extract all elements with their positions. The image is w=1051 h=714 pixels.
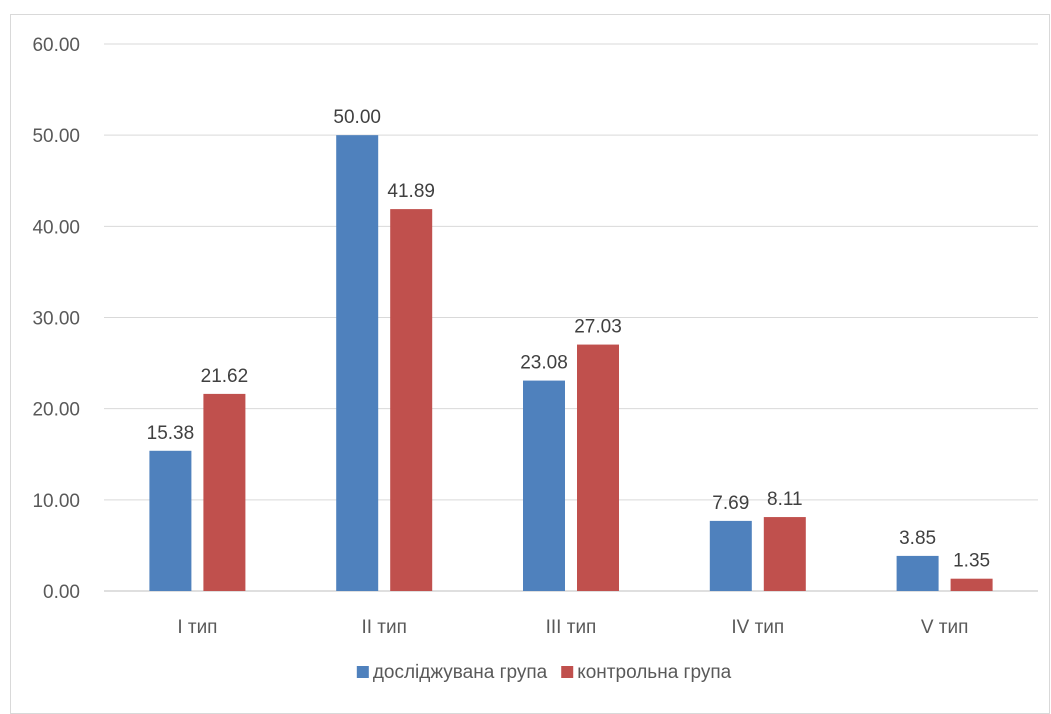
data-label: 15.38 [147, 423, 195, 444]
bar [336, 135, 379, 591]
y-tick-label: 40.00 [32, 217, 80, 238]
data-label: 23.08 [520, 353, 568, 374]
x-tick-label: II тип [361, 617, 406, 638]
data-label: 27.03 [574, 317, 622, 338]
y-tick-label: 60.00 [32, 35, 80, 56]
bar [709, 520, 752, 591]
data-label: 41.89 [387, 181, 435, 202]
bar [950, 578, 993, 591]
bar [577, 344, 619, 591]
bar [523, 380, 565, 591]
bar [763, 517, 806, 591]
legend-label: контрольна група [577, 662, 731, 683]
bar [203, 393, 246, 591]
bar [390, 209, 433, 591]
y-tick-label: 30.00 [32, 309, 80, 330]
x-tick-label: I тип [177, 617, 217, 638]
x-tick-label: V тип [921, 617, 969, 638]
legend-swatch [356, 666, 369, 678]
x-tick-label: IV тип [731, 617, 784, 638]
y-tick-label: 20.00 [32, 400, 80, 421]
chart-frame [10, 14, 1050, 714]
y-tick-label: 0.00 [43, 582, 80, 603]
data-label: 3.85 [899, 528, 936, 549]
bar [149, 450, 192, 591]
bar [896, 555, 939, 591]
y-tick-label: 10.00 [32, 491, 80, 512]
legend-label: досліджувана група [373, 662, 548, 683]
data-label: 1.35 [953, 551, 990, 572]
data-label: 21.62 [201, 366, 249, 387]
data-label: 8.11 [767, 489, 803, 510]
data-label: 50.00 [333, 107, 381, 128]
legend-swatch [561, 666, 574, 678]
data-label: 7.69 [712, 493, 749, 514]
x-tick-label: III тип [546, 617, 597, 638]
y-tick-label: 50.00 [32, 126, 80, 147]
